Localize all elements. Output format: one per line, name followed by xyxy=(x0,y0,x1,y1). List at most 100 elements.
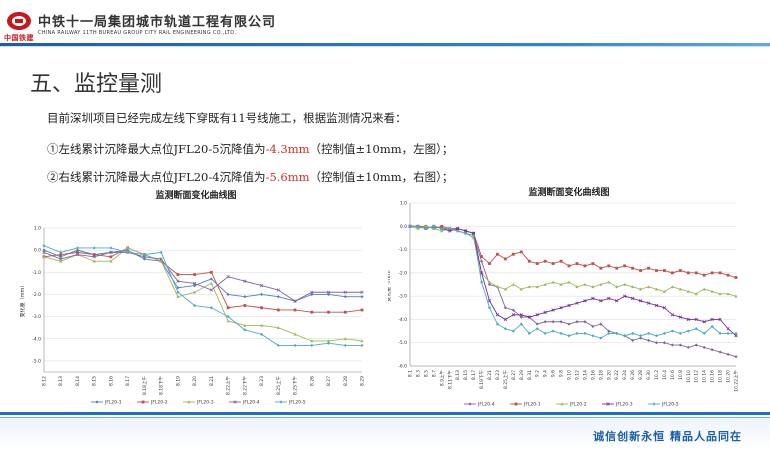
data-point xyxy=(293,332,297,336)
legend-label: JFL20-4 xyxy=(242,400,260,406)
data-point xyxy=(702,331,706,335)
data-point xyxy=(511,252,515,256)
data-point xyxy=(615,331,619,335)
data-point xyxy=(276,325,280,329)
x-tick-label: 8.25上午 xyxy=(275,376,282,396)
data-point xyxy=(623,264,627,268)
data-point xyxy=(718,292,722,296)
x-tick-label: 8.19下午 xyxy=(478,370,485,390)
data-point xyxy=(726,273,730,277)
legend-label: JFL20-5 xyxy=(661,402,679,408)
data-point xyxy=(504,257,507,261)
data-point xyxy=(176,294,180,298)
data-point xyxy=(551,308,555,312)
data-point xyxy=(646,285,651,289)
series-line xyxy=(43,249,362,302)
data-point xyxy=(631,331,635,335)
data-point xyxy=(559,259,563,263)
data-point xyxy=(559,320,563,324)
data-point xyxy=(76,250,79,254)
data-point xyxy=(559,282,563,286)
y-axis-label: 变化量（mm） xyxy=(388,267,392,302)
y-tick-label: -2.0 xyxy=(32,292,41,298)
data-point xyxy=(432,226,436,230)
data-point xyxy=(678,315,683,319)
data-point xyxy=(226,275,230,279)
x-tick-label: 10.14 xyxy=(702,370,708,383)
data-point xyxy=(567,264,571,268)
x-tick-label: 10.8 xyxy=(678,370,684,380)
data-point xyxy=(591,334,595,338)
legend-marker xyxy=(279,400,283,404)
x-tick-label: 8.27 xyxy=(326,376,332,386)
data-point xyxy=(543,282,547,286)
item2-prefix: ②右线累计沉降最大点位JFL20-4沉降值为 xyxy=(47,170,266,184)
data-point xyxy=(615,266,619,270)
y-tick-label: 1.0 xyxy=(34,226,41,232)
x-tick-label: 10.10 xyxy=(686,370,692,383)
data-point xyxy=(591,285,595,289)
x-tick-label: 9.18 xyxy=(598,370,604,380)
data-point xyxy=(479,271,484,275)
data-point xyxy=(535,285,539,289)
y-tick-label: -4.0 xyxy=(398,317,407,323)
data-point xyxy=(487,280,492,284)
data-point xyxy=(718,317,722,322)
data-point xyxy=(209,288,214,292)
data-point xyxy=(543,310,547,315)
data-point xyxy=(243,295,247,299)
data-point xyxy=(159,250,163,254)
data-point xyxy=(293,299,297,303)
data-point xyxy=(326,290,331,294)
series-line xyxy=(43,245,362,346)
data-point xyxy=(360,308,364,312)
data-point xyxy=(259,292,264,297)
legend-marker xyxy=(606,402,610,406)
data-point xyxy=(75,246,80,250)
right-chart-svg: 监测断面变化曲线图 1.0 0.0 -1.0 -2.0 -3.0 -4.0 -5.0 -6.0 变… xyxy=(388,186,740,408)
data-point xyxy=(126,248,130,252)
data-point xyxy=(591,296,595,301)
x-tick-label: 8.19 xyxy=(175,376,181,386)
x-tick-label: 10.6 xyxy=(670,370,676,380)
data-point xyxy=(607,296,611,301)
data-point xyxy=(726,292,730,296)
x-tick-label: 8.17 xyxy=(125,376,131,386)
data-point xyxy=(670,285,674,289)
data-point xyxy=(310,339,314,343)
legend-marker xyxy=(95,400,99,404)
data-point xyxy=(310,310,314,314)
data-point xyxy=(360,290,364,294)
data-point xyxy=(646,338,651,342)
data-point xyxy=(631,266,635,270)
x-tick-label: 8.12 xyxy=(42,376,48,386)
data-point xyxy=(142,255,147,259)
data-point xyxy=(726,331,730,335)
data-point xyxy=(670,271,674,275)
item1-value: -4.3mm xyxy=(265,142,310,156)
x-tick-label: 8.21 xyxy=(487,370,493,380)
data-point xyxy=(599,266,603,270)
y-tick-label: -1.0 xyxy=(32,270,41,276)
data-point xyxy=(192,281,197,286)
x-tick-label: 8.27 xyxy=(511,370,517,380)
data-point xyxy=(710,324,714,329)
y-tick-label: 0.0 xyxy=(400,224,407,230)
data-point xyxy=(243,304,247,307)
data-point xyxy=(638,334,643,338)
data-point xyxy=(535,313,539,317)
x-tick-label: 8.11下午 xyxy=(446,370,453,390)
x-tick-label: 8.28 xyxy=(343,376,349,386)
data-point xyxy=(607,264,611,268)
data-point xyxy=(702,273,706,277)
data-point xyxy=(42,250,46,255)
header-divider xyxy=(0,43,770,46)
data-point xyxy=(193,273,197,276)
data-point xyxy=(686,345,690,349)
data-point xyxy=(686,329,690,333)
data-point xyxy=(193,290,197,294)
legend-label: JFL20-1 xyxy=(523,402,541,408)
x-tick-label: 8.17 xyxy=(471,370,477,380)
data-point xyxy=(463,229,468,233)
x-tick-label: 9.28 xyxy=(638,370,644,380)
